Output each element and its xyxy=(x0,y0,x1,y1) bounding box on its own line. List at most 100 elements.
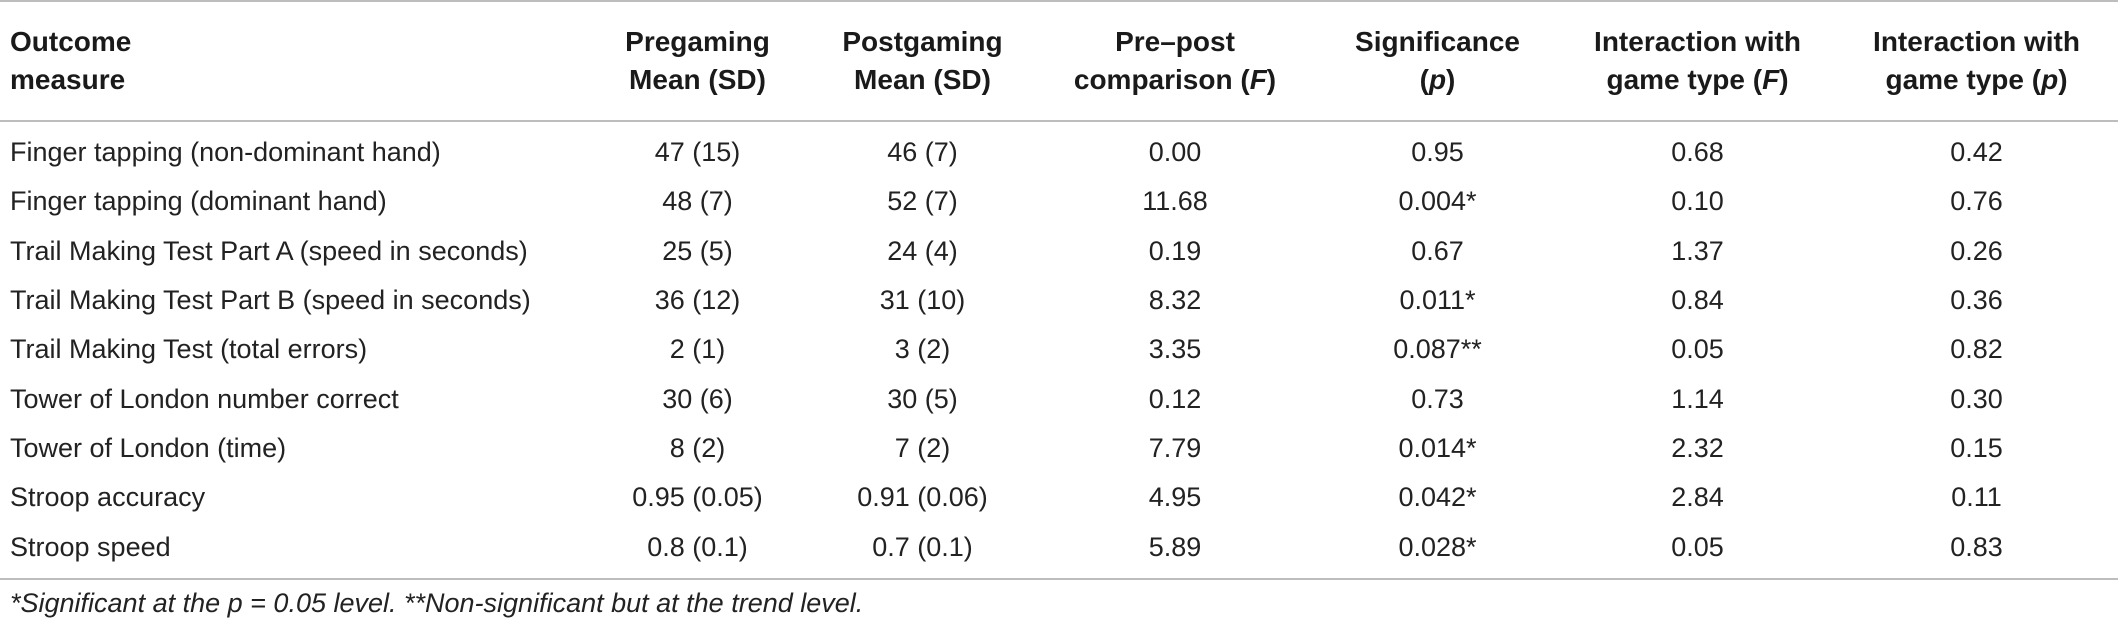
header-line: Interaction with xyxy=(1594,26,1801,57)
cell-interaction-f: 2.32 xyxy=(1671,432,1724,463)
cell-significance-p: 0.014* xyxy=(1398,432,1477,463)
header-row: Outcome measure Pregaming Mean (SD) Post… xyxy=(0,1,2118,121)
cell-pregaming: 30 (6) xyxy=(662,383,733,414)
header-line: Significance xyxy=(1355,26,1520,57)
cell-pregaming: 25 (5) xyxy=(662,235,733,266)
cell-outcome-measure: Tower of London number correct xyxy=(10,383,399,414)
table-row: Trail Making Test (total errors) 2 (1) 3… xyxy=(0,325,2118,374)
header-line: (p) xyxy=(1315,61,1560,99)
cell-pregaming: 36 (12) xyxy=(654,285,741,316)
results-table: Outcome measure Pregaming Mean (SD) Post… xyxy=(0,1,2118,579)
cell-interaction-f: 1.37 xyxy=(1671,235,1724,266)
header-interaction-f: Interaction with game type (F) xyxy=(1560,1,1835,121)
cell-pre-post-f: 7.79 xyxy=(1148,432,1202,463)
table-row: Tower of London (time) 8 (2) 7 (2) 7.79 … xyxy=(0,424,2118,473)
header-line: Postgaming xyxy=(842,26,1003,57)
cell-postgaming: 30 (5) xyxy=(887,383,958,414)
header-italic-symbol: F xyxy=(1249,64,1267,95)
cell-outcome-measure: Trail Making Test Part A (speed in secon… xyxy=(10,235,528,266)
cell-outcome-measure: Tower of London (time) xyxy=(10,432,287,463)
cell-interaction-p: 0.83 xyxy=(1950,531,2003,562)
table-row: Finger tapping (dominant hand) 48 (7) 52… xyxy=(0,177,2118,226)
cell-postgaming: 0.7 (0.1) xyxy=(872,531,973,562)
cell-interaction-f: 0.05 xyxy=(1671,334,1724,365)
cell-significance-p: 0.73 xyxy=(1411,383,1464,414)
table-header: Outcome measure Pregaming Mean (SD) Post… xyxy=(0,1,2118,121)
header-text: ) xyxy=(1266,64,1277,95)
cell-interaction-p: 0.26 xyxy=(1950,235,2003,266)
cell-interaction-f: 2.84 xyxy=(1671,482,1724,513)
header-text: game type ( xyxy=(1606,64,1763,95)
header-text: Mean (SD) xyxy=(629,64,766,95)
header-line: Pre–post xyxy=(1115,26,1235,57)
cell-outcome-measure: Stroop speed xyxy=(10,531,171,562)
cell-pre-post-f: 5.89 xyxy=(1148,531,1202,562)
cell-interaction-p: 0.11 xyxy=(1951,482,2002,513)
cell-pre-post-f: 11.68 xyxy=(1142,186,1208,217)
cell-pregaming: 2 (1) xyxy=(669,334,726,365)
header-line: game type (F) xyxy=(1560,61,1835,99)
cell-pre-post-f: 8.32 xyxy=(1148,285,1202,316)
cell-pregaming: 8 (2) xyxy=(669,432,726,463)
table-row: Trail Making Test Part B (speed in secon… xyxy=(0,276,2118,325)
cell-pre-post-f: 3.35 xyxy=(1148,334,1202,365)
cell-interaction-p: 0.36 xyxy=(1950,285,2003,316)
header-text: Mean (SD) xyxy=(854,64,991,95)
cell-postgaming: 31 (10) xyxy=(879,285,966,316)
header-interaction-p: Interaction with game type (p) xyxy=(1835,1,2118,121)
header-outcome-measure: Outcome measure xyxy=(0,1,585,121)
cell-interaction-p: 0.76 xyxy=(1950,186,2003,217)
table-row: Tower of London number correct 30 (6) 30… xyxy=(0,374,2118,423)
header-text: ( xyxy=(1419,64,1429,95)
cell-significance-p: 0.011* xyxy=(1399,285,1476,316)
table-footnote: *Significant at the p = 0.05 level. **No… xyxy=(10,588,864,618)
table-body: Finger tapping (non-dominant hand) 47 (1… xyxy=(0,121,2118,579)
header-line: game type (p) xyxy=(1835,61,2118,99)
header-significance: Significance (p) xyxy=(1315,1,1560,121)
table-row: Stroop accuracy 0.95 (0.05) 0.91 (0.06) … xyxy=(0,473,2118,522)
table-row: Stroop speed 0.8 (0.1) 0.7 (0.1) 5.89 0.… xyxy=(0,522,2118,579)
header-text: ) xyxy=(1446,64,1456,95)
header-pre-post-comparison: Pre–post comparison (F) xyxy=(1035,1,1315,121)
cell-postgaming: 52 (7) xyxy=(887,186,958,217)
cell-significance-p: 0.087** xyxy=(1393,334,1482,365)
cell-postgaming: 3 (2) xyxy=(894,334,951,365)
cell-postgaming: 46 (7) xyxy=(887,137,958,168)
header-line: Interaction with xyxy=(1873,26,2080,57)
cell-significance-p: 0.004* xyxy=(1398,186,1477,217)
cell-significance-p: 0.67 xyxy=(1411,235,1464,266)
table-row: Finger tapping (non-dominant hand) 47 (1… xyxy=(0,121,2118,177)
cell-significance-p: 0.95 xyxy=(1411,137,1464,168)
cell-significance-p: 0.028* xyxy=(1398,531,1477,562)
header-postgaming: Postgaming Mean (SD) xyxy=(810,1,1035,121)
cell-pre-post-f: 0.19 xyxy=(1148,235,1202,266)
header-line: Mean (SD) xyxy=(585,61,810,99)
header-text: comparison ( xyxy=(1073,64,1250,95)
header-pregaming: Pregaming Mean (SD) xyxy=(585,1,810,121)
header-text: ) xyxy=(1779,64,1789,95)
header-line: measure xyxy=(10,61,585,99)
cell-interaction-f: 0.68 xyxy=(1671,137,1724,168)
cell-postgaming: 0.91 (0.06) xyxy=(857,482,988,513)
cell-interaction-p: 0.42 xyxy=(1950,137,2003,168)
cell-pre-post-f: 4.95 xyxy=(1148,482,1202,513)
cell-significance-p: 0.042* xyxy=(1398,482,1477,513)
cell-interaction-p: 0.15 xyxy=(1950,432,2003,463)
header-italic-symbol: F xyxy=(1762,64,1780,95)
cell-interaction-f: 1.14 xyxy=(1671,383,1724,414)
cell-pregaming: 0.8 (0.1) xyxy=(647,531,748,562)
cell-outcome-measure: Stroop accuracy xyxy=(10,482,206,513)
header-line: Outcome xyxy=(10,26,132,57)
cell-pregaming: 0.95 (0.05) xyxy=(632,482,763,513)
cell-pregaming: 47 (15) xyxy=(654,137,741,168)
cell-interaction-f: 0.05 xyxy=(1671,531,1724,562)
cell-outcome-measure: Trail Making Test Part B (speed in secon… xyxy=(10,285,531,316)
header-line: comparison (F) xyxy=(1035,61,1315,99)
cell-interaction-f: 0.84 xyxy=(1671,285,1724,316)
cell-outcome-measure: Trail Making Test (total errors) xyxy=(10,334,368,365)
cell-outcome-measure: Finger tapping (dominant hand) xyxy=(10,186,387,217)
cell-outcome-measure: Finger tapping (non-dominant hand) xyxy=(10,137,441,168)
header-line: Pregaming xyxy=(625,26,770,57)
header-line: Mean (SD) xyxy=(810,61,1035,99)
cell-interaction-f: 0.10 xyxy=(1671,186,1724,217)
